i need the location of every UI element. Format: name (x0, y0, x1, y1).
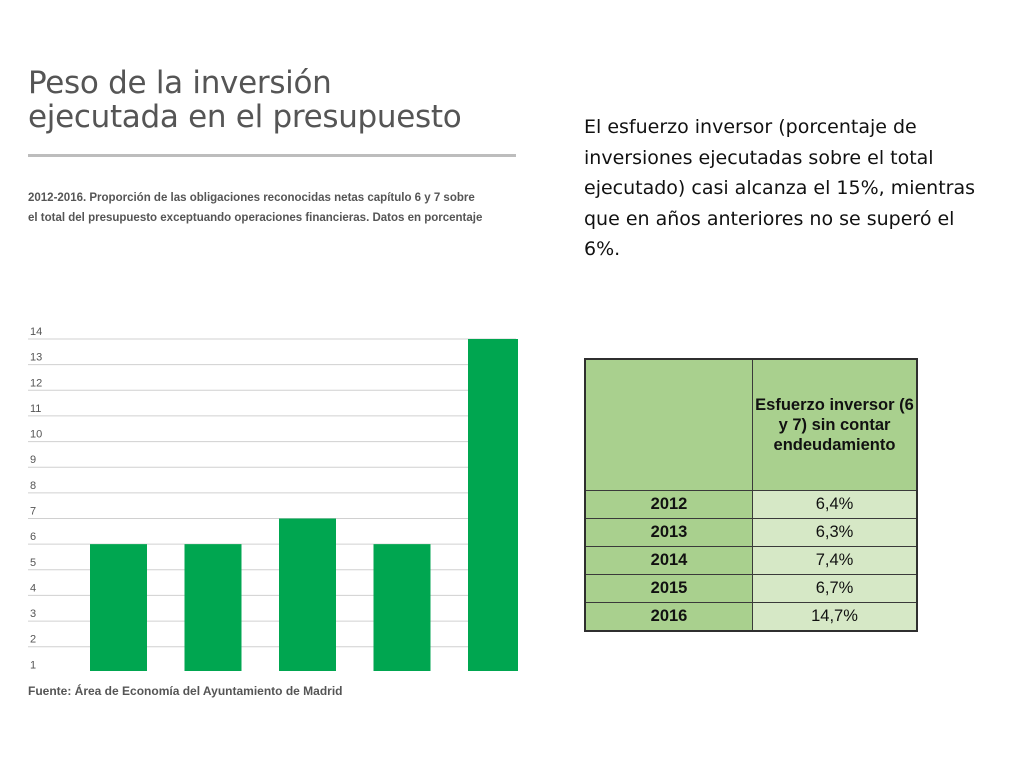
y-tick-label: 13 (30, 352, 42, 364)
table-cell-year: 2014 (584, 546, 753, 575)
table-body: 2012 6,4% 2013 6,3% 2014 7,4% 2015 6,7% … (584, 490, 918, 632)
y-tick-label: 7 (30, 506, 36, 518)
chart-title-line2: ejecutada en el presupuesto (28, 99, 462, 135)
y-tick-label: 11 (30, 403, 41, 415)
y-tick-label: 4 (30, 582, 36, 594)
chart-subtitle-line1: 2012-2016. Proporción de las obligacione… (28, 192, 475, 204)
chart-source: Fuente: Área de Economía del Ayuntamient… (28, 684, 343, 698)
bar (90, 544, 147, 671)
table-cell-year: 2012 (584, 490, 753, 519)
table-header-row: Esfuerzo inversor (6 y 7) sin contar end… (584, 358, 918, 491)
bar (184, 544, 242, 671)
table-cell-value: 14,7% (752, 602, 918, 632)
y-tick-label: 5 (30, 557, 36, 569)
bar (468, 339, 518, 671)
chart-title-line1: Peso de la inversión (28, 65, 332, 101)
table-cell-value: 6,3% (752, 518, 918, 547)
table-header-value: Esfuerzo inversor (6 y 7) sin contar end… (752, 358, 918, 491)
chart-title: Peso de la inversión ejecutada en el pre… (28, 66, 518, 134)
bar (279, 518, 336, 671)
bar-chart: 0123456789101112131420122013201420152016 (28, 326, 518, 671)
y-tick-label: 10 (30, 429, 42, 441)
y-tick-label: 9 (30, 454, 36, 466)
bar (373, 544, 431, 671)
y-tick-label: 2 (30, 634, 36, 646)
table-cell-year: 2015 (584, 574, 753, 603)
description-text: El esfuerzo inversor (porcentaje de inve… (584, 116, 976, 260)
y-tick-label: 3 (30, 608, 36, 620)
table-row: 2016 14,7% (584, 602, 918, 632)
table-cell-value: 7,4% (752, 546, 918, 575)
y-tick-label: 1 (30, 659, 36, 671)
title-divider (28, 154, 516, 157)
table-header-year (584, 358, 753, 491)
y-tick-label: 14 (30, 326, 42, 338)
table-cell-year: 2013 (584, 518, 753, 547)
table-cell-year: 2016 (584, 602, 753, 632)
table-row: 2012 6,4% (584, 490, 918, 519)
table-cell-value: 6,7% (752, 574, 918, 603)
table-cell-value: 6,4% (752, 490, 918, 519)
table-row: 2013 6,3% (584, 518, 918, 547)
y-tick-label: 6 (30, 531, 36, 543)
table-row: 2014 7,4% (584, 546, 918, 575)
y-tick-label: 12 (30, 377, 42, 389)
y-tick-label: 8 (30, 480, 36, 492)
chart-block: Peso de la inversión ejecutada en el pre… (28, 66, 518, 706)
chart-subtitle: 2012-2016. Proporción de las obligacione… (28, 188, 516, 228)
data-table: Esfuerzo inversor (6 y 7) sin contar end… (584, 358, 918, 632)
chart-subtitle-line2: el total del presupuesto exceptuando ope… (28, 212, 483, 224)
table-row: 2015 6,7% (584, 574, 918, 603)
